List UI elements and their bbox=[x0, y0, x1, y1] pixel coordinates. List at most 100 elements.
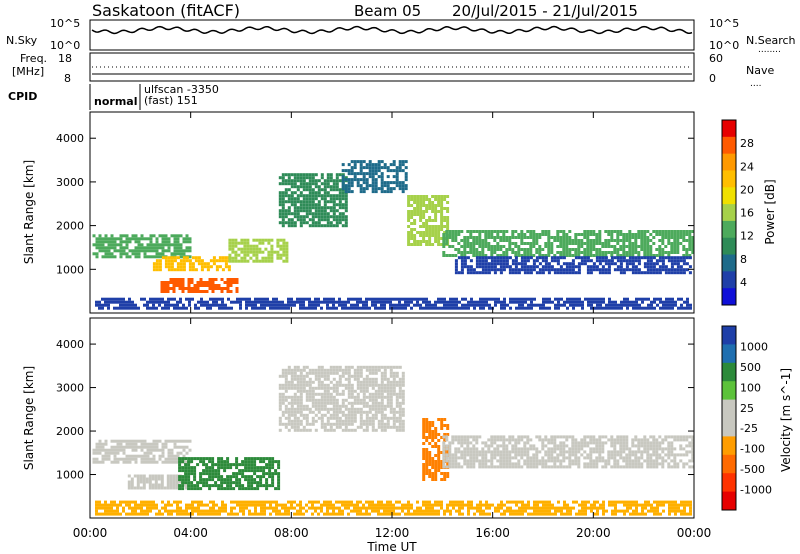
echo-cell bbox=[655, 450, 659, 454]
echo-cell bbox=[110, 500, 113, 504]
echo-cell bbox=[520, 254, 524, 257]
echo-cell bbox=[323, 401, 327, 405]
echo-cell bbox=[532, 447, 536, 451]
echo-cell bbox=[401, 377, 405, 381]
echo-cell bbox=[683, 306, 686, 310]
echo-cell bbox=[365, 172, 369, 176]
echo-cell bbox=[670, 447, 674, 451]
echo-cell bbox=[185, 451, 189, 455]
echo-cell bbox=[190, 469, 194, 473]
echo-cell bbox=[317, 407, 321, 411]
echo-cell bbox=[211, 460, 215, 464]
echo-cell bbox=[193, 469, 197, 473]
echo-cell bbox=[620, 300, 623, 304]
echo-cell bbox=[490, 465, 494, 469]
echo-cell bbox=[619, 245, 623, 248]
echo-cell bbox=[137, 512, 140, 516]
echo-cell bbox=[448, 236, 452, 239]
echo-cell bbox=[526, 268, 530, 272]
echo-cell bbox=[587, 300, 590, 304]
echo-cell bbox=[652, 242, 656, 245]
echo-cell bbox=[169, 480, 173, 484]
echo-cell bbox=[398, 300, 401, 304]
echo-cell bbox=[125, 512, 128, 516]
echo-cell bbox=[377, 407, 381, 411]
echo-cell bbox=[577, 254, 581, 257]
echo-cell bbox=[434, 436, 438, 439]
echo-cell bbox=[212, 506, 215, 510]
echo-cell bbox=[332, 407, 336, 411]
echo-cell bbox=[332, 377, 336, 381]
echo-cell bbox=[500, 300, 503, 304]
echo-cell bbox=[281, 410, 285, 414]
echo-cell bbox=[253, 481, 257, 485]
echo-cell bbox=[625, 233, 629, 236]
echo-cell bbox=[344, 404, 348, 408]
echo-cell bbox=[282, 247, 286, 251]
echo-cell bbox=[658, 265, 662, 269]
echo-cell bbox=[643, 444, 647, 448]
echo-cell bbox=[365, 300, 368, 304]
echo-cell bbox=[293, 416, 297, 420]
echo-cell bbox=[152, 268, 156, 272]
echo-cell bbox=[589, 450, 593, 454]
echo-cell bbox=[667, 242, 671, 245]
echo-cell bbox=[149, 234, 153, 238]
echo-cell bbox=[113, 457, 117, 461]
echo-cell bbox=[323, 407, 327, 411]
echo-cell bbox=[679, 447, 683, 451]
echo-cell bbox=[314, 506, 317, 510]
echo-cell bbox=[101, 303, 104, 307]
echo-cell bbox=[359, 401, 363, 405]
echo-cell bbox=[502, 251, 506, 254]
echo-cell bbox=[232, 281, 236, 284]
echo-cell bbox=[125, 240, 129, 244]
echo-cell bbox=[212, 300, 215, 304]
echo-cell bbox=[512, 300, 515, 304]
echo-cell bbox=[244, 463, 248, 467]
echo-cell bbox=[691, 248, 695, 251]
echo-cell bbox=[368, 377, 372, 381]
echo-cell bbox=[311, 206, 315, 210]
echo-cell bbox=[160, 483, 164, 487]
echo-cell bbox=[341, 428, 345, 432]
echo-cell bbox=[116, 442, 120, 446]
echo-cell bbox=[254, 300, 257, 304]
echo-cell bbox=[410, 213, 414, 216]
echo-cell bbox=[649, 462, 653, 466]
echo-cell bbox=[472, 438, 476, 442]
echo-cell bbox=[689, 303, 692, 307]
echo-cell bbox=[386, 169, 390, 173]
echo-cell bbox=[607, 459, 611, 463]
echo-cell bbox=[371, 407, 375, 411]
echo-cell bbox=[511, 435, 515, 439]
echo-cell bbox=[329, 407, 333, 411]
echo-cell bbox=[565, 254, 569, 257]
echo-cell bbox=[652, 441, 656, 445]
echo-cell bbox=[278, 200, 282, 204]
echo-cell bbox=[392, 297, 395, 301]
echo-cell bbox=[260, 506, 263, 510]
echo-cell bbox=[487, 256, 491, 260]
echo-cell bbox=[161, 237, 165, 241]
echo-cell bbox=[688, 265, 692, 269]
echo-cell bbox=[607, 239, 611, 242]
echo-cell bbox=[616, 256, 620, 260]
echo-cell bbox=[347, 178, 351, 182]
echo-cell bbox=[226, 484, 230, 488]
echo-cell bbox=[557, 297, 560, 301]
echo-cell bbox=[104, 509, 107, 513]
echo-cell bbox=[685, 453, 689, 457]
echo-cell bbox=[521, 306, 524, 310]
echo-cell bbox=[667, 239, 671, 242]
echo-cell bbox=[329, 368, 333, 372]
echo-cell bbox=[643, 441, 647, 445]
echo-cell bbox=[398, 410, 402, 414]
echo-cell bbox=[487, 242, 491, 245]
echo-cell bbox=[526, 456, 530, 460]
echo-cell bbox=[275, 506, 278, 510]
echo-cell bbox=[619, 233, 623, 236]
echo-cell bbox=[326, 371, 330, 375]
echo-cell bbox=[514, 251, 518, 254]
echo-cell bbox=[655, 438, 659, 442]
